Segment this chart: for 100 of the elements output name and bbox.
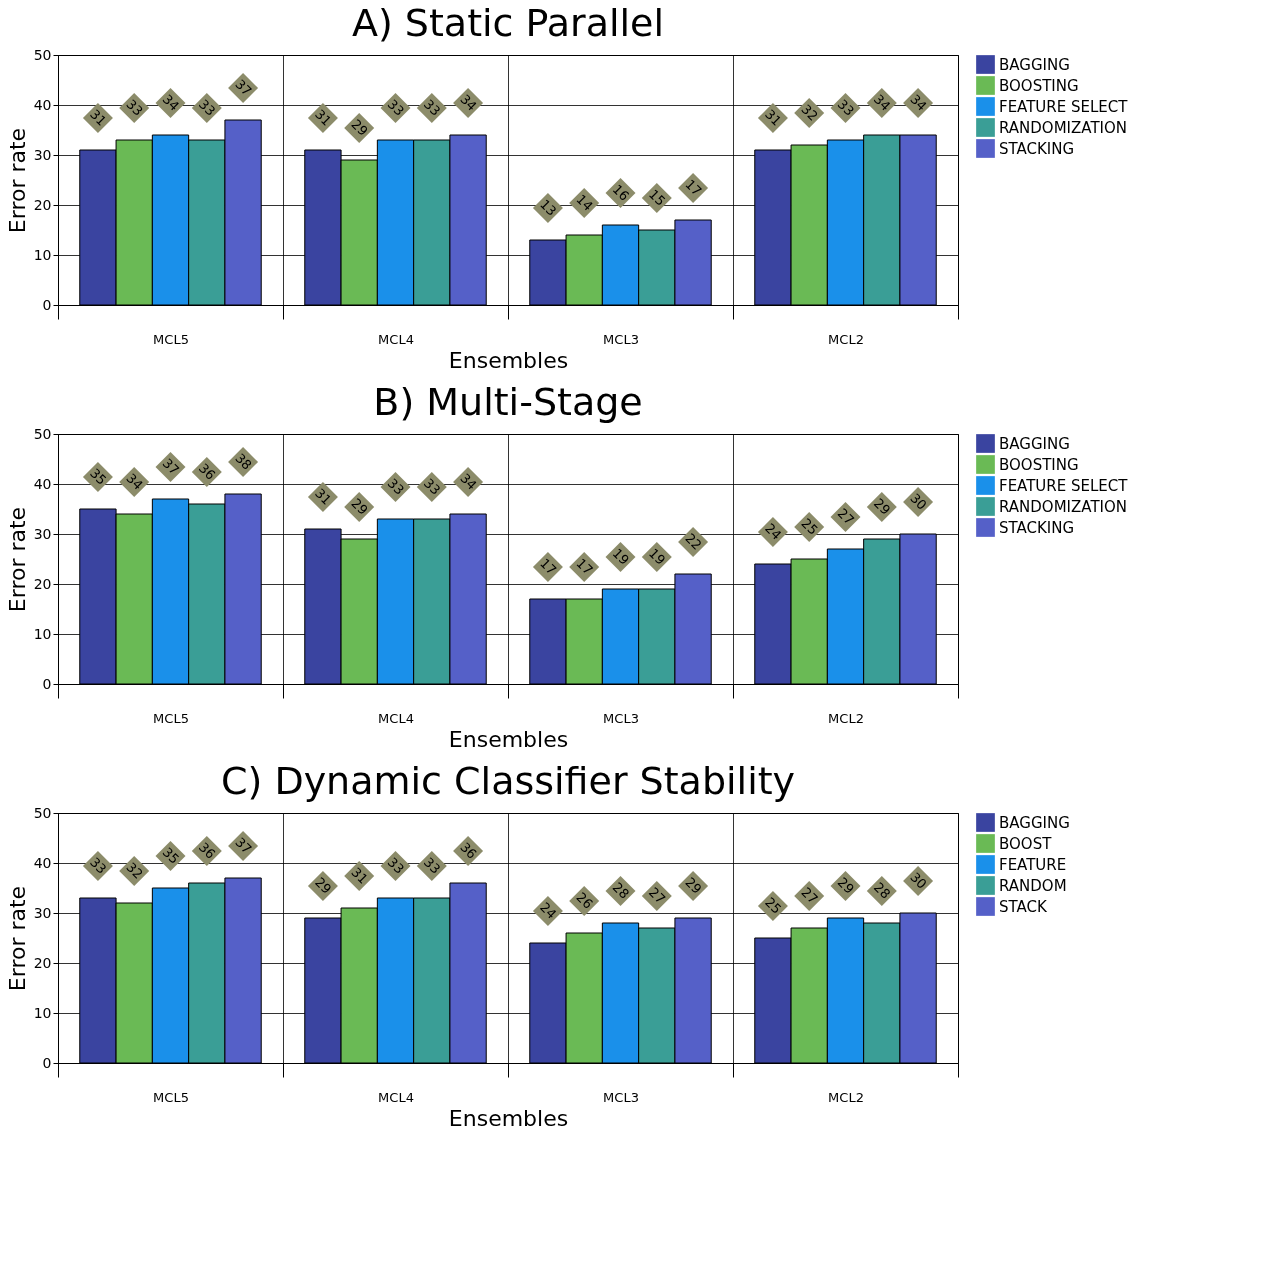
data-label: 26 (573, 889, 596, 912)
data-label: 37 (232, 834, 255, 857)
data-label: 13 (537, 196, 560, 219)
legend-label: STACK (999, 897, 1048, 916)
x-axis-title: Ensembles (448, 347, 569, 373)
data-label: 29 (312, 874, 335, 897)
data-label: 27 (798, 884, 821, 907)
legend-label: BOOSTING (999, 76, 1079, 95)
y-tick-label: 40 (33, 854, 52, 871)
y-tick-label: 30 (33, 525, 52, 542)
data-label: 33 (384, 854, 408, 877)
y-tick-label: 50 (33, 804, 52, 821)
data-label: 36 (195, 839, 219, 862)
data-label: 36 (195, 460, 219, 483)
x-tick-label: MCL3 (603, 331, 639, 347)
y-axis-title: Error rate (4, 127, 30, 234)
data-label: 33 (87, 854, 110, 877)
x-tick-label: MCL5 (153, 710, 189, 726)
x-tick-label: MCL4 (378, 710, 414, 726)
chart-title: B) Multi-Stage (373, 380, 643, 424)
data-label: 27 (645, 884, 669, 907)
data-label: 31 (87, 106, 110, 129)
data-label: 38 (232, 450, 255, 473)
data-label: 19 (645, 545, 669, 568)
x-tick-label: MCL4 (378, 1089, 414, 1105)
y-tick-label: 0 (42, 675, 52, 692)
y-tick-label: 50 (33, 425, 52, 442)
y-tick-label: 30 (33, 146, 52, 163)
data-label: 29 (348, 495, 371, 518)
data-label: 35 (159, 844, 183, 867)
legend-label: BOOST (999, 834, 1053, 853)
y-axis-title: Error rate (4, 506, 30, 613)
legend-label: RANDOMIZATION (999, 497, 1128, 516)
data-label: 17 (537, 555, 560, 578)
data-label: 34 (123, 470, 146, 493)
data-label: 24 (762, 520, 785, 543)
data-label: 32 (798, 101, 821, 124)
data-label: 34 (457, 91, 480, 114)
x-axis-title: Ensembles (448, 726, 569, 752)
data-label: 25 (798, 515, 821, 538)
data-label: 30 (907, 869, 930, 892)
legend-label: FEATURE SELECT (999, 476, 1129, 495)
legend-label: RANDOMIZATION (999, 118, 1128, 137)
data-label: 15 (645, 186, 669, 209)
data-label: 31 (312, 485, 335, 508)
y-tick-label: 10 (33, 625, 52, 642)
legend-label: FEATURE (999, 855, 1067, 874)
data-label: 36 (457, 839, 480, 862)
legend-label: STACKING (999, 518, 1075, 537)
data-label: 37 (159, 455, 183, 478)
data-label: 31 (348, 864, 371, 887)
y-axis-title: Error rate (4, 885, 30, 992)
y-tick-label: 30 (33, 904, 52, 921)
data-label: 33 (834, 96, 858, 119)
data-label: 34 (870, 91, 894, 114)
y-tick-label: 0 (42, 296, 52, 313)
data-label: 29 (682, 874, 705, 897)
data-label: 29 (870, 495, 894, 518)
data-label: 33 (420, 96, 444, 119)
x-tick-label: MCL4 (378, 331, 414, 347)
data-label: 27 (834, 505, 858, 528)
data-label: 28 (609, 879, 633, 902)
data-label: 33 (420, 475, 444, 498)
x-tick-label: MCL3 (603, 1089, 639, 1105)
data-label: 31 (312, 106, 335, 129)
y-tick-label: 40 (33, 475, 52, 492)
x-tick-label: MCL5 (153, 1089, 189, 1105)
legend-label: FEATURE SELECT (999, 97, 1129, 116)
data-label: 30 (907, 490, 930, 513)
data-label: 37 (232, 76, 255, 99)
y-tick-label: 20 (33, 954, 52, 971)
x-axis-title: Ensembles (448, 1105, 569, 1131)
data-label: 17 (682, 176, 705, 199)
data-label: 32 (123, 859, 146, 882)
data-label: 34 (159, 91, 183, 114)
data-label: 19 (609, 545, 633, 568)
legend-label: BOOSTING (999, 455, 1079, 474)
data-label: 34 (457, 470, 480, 493)
data-label: 22 (682, 530, 705, 553)
data-label: 29 (348, 116, 371, 139)
y-tick-label: 10 (33, 246, 52, 263)
data-label: 29 (834, 874, 858, 897)
y-tick-label: 10 (33, 1004, 52, 1021)
data-label: 33 (195, 96, 219, 119)
data-label: 33 (123, 96, 146, 119)
data-label: 25 (762, 894, 785, 917)
data-label: 28 (870, 879, 894, 902)
legend-label: BAGGING (999, 55, 1070, 74)
y-tick-label: 20 (33, 196, 52, 213)
data-label: 16 (609, 181, 633, 204)
data-label: 34 (907, 91, 930, 114)
y-tick-label: 0 (42, 1054, 52, 1071)
chart-title: A) Static Parallel (351, 1, 665, 45)
x-tick-label: MCL2 (828, 331, 864, 347)
y-tick-label: 40 (33, 96, 52, 113)
data-label: 24 (537, 899, 560, 922)
legend-label: STACKING (999, 139, 1075, 158)
legend-label: BAGGING (999, 434, 1070, 453)
x-tick-label: MCL3 (603, 710, 639, 726)
data-label: 33 (384, 475, 408, 498)
